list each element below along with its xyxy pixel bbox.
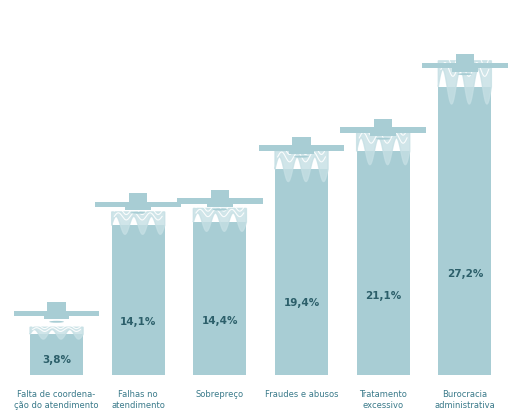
Bar: [340, 127, 426, 133]
Bar: [207, 204, 233, 207]
Polygon shape: [30, 327, 83, 339]
Bar: [30, 334, 83, 374]
Polygon shape: [357, 131, 410, 165]
Text: Tratamento
excessivo: Tratamento excessivo: [359, 390, 407, 410]
Bar: [193, 222, 247, 374]
Circle shape: [376, 138, 391, 140]
Bar: [95, 201, 181, 207]
Bar: [292, 137, 311, 146]
Bar: [13, 310, 99, 316]
Text: 14,1%: 14,1%: [120, 317, 156, 327]
Bar: [275, 169, 328, 374]
Polygon shape: [112, 212, 165, 234]
Text: 3,8%: 3,8%: [42, 355, 71, 365]
Bar: [357, 151, 410, 374]
Text: 27,2%: 27,2%: [447, 269, 483, 279]
Polygon shape: [275, 151, 328, 181]
Text: Falta de coordena-
ção do atendimento: Falta de coordena- ção do atendimento: [15, 390, 99, 410]
Bar: [177, 198, 263, 204]
Bar: [374, 119, 392, 127]
Bar: [129, 193, 148, 201]
Text: Fraudes e abusos: Fraudes e abusos: [265, 390, 338, 399]
Bar: [422, 63, 508, 69]
Bar: [125, 207, 151, 210]
Bar: [289, 151, 314, 154]
Polygon shape: [438, 61, 492, 104]
Text: 19,4%: 19,4%: [283, 298, 320, 308]
Bar: [47, 302, 66, 310]
Text: 14,4%: 14,4%: [202, 316, 238, 326]
Circle shape: [457, 73, 472, 75]
Bar: [452, 69, 478, 72]
Bar: [370, 133, 396, 136]
Text: 21,1%: 21,1%: [365, 291, 401, 301]
Text: Sobrepreço: Sobrepreço: [196, 390, 244, 399]
Bar: [44, 316, 69, 319]
Polygon shape: [193, 208, 247, 231]
Circle shape: [131, 212, 146, 214]
Circle shape: [49, 321, 64, 323]
Bar: [438, 87, 492, 374]
Text: Falhas no
atendimento: Falhas no atendimento: [111, 390, 165, 410]
Circle shape: [212, 209, 227, 210]
Bar: [112, 225, 165, 374]
Text: Burocracia
administrativa: Burocracia administrativa: [435, 390, 495, 410]
Bar: [211, 190, 229, 198]
Bar: [258, 146, 344, 151]
Bar: [456, 54, 474, 63]
Circle shape: [294, 156, 309, 158]
